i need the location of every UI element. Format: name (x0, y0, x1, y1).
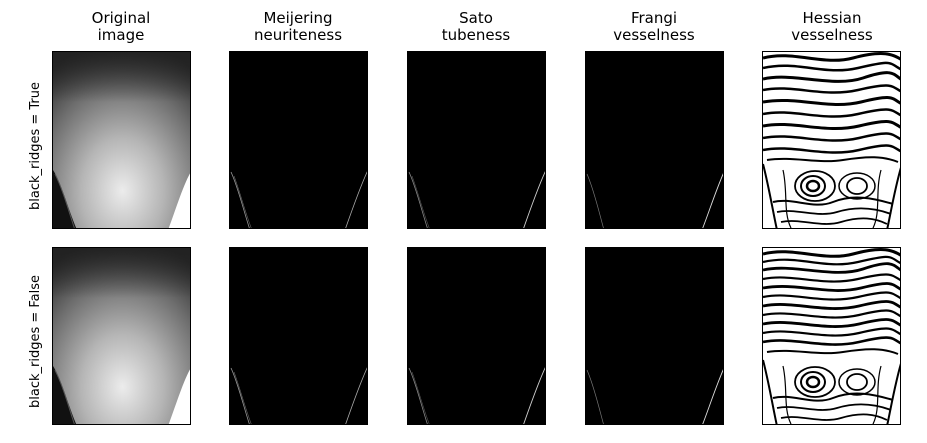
panel-original-black-ridges-false (52, 247, 191, 425)
panel-frangi-black-ridges-false (585, 247, 724, 425)
column-title-sato: Sato tubeness (441, 9, 511, 44)
column-title-meijering: Meijering neuriteness (253, 9, 343, 44)
panel-frangi-black-ridges-true (585, 51, 724, 229)
row-label-black-ridges-true: black_ridges = True (28, 81, 43, 210)
column-title-frangi: Frangi vesselness (613, 9, 695, 44)
panel-meijering-black-ridges-false (229, 247, 368, 425)
column-title-hessian: Hessian vesselness (791, 9, 873, 44)
row-label-black-ridges-false: black_ridges = False (28, 274, 43, 408)
panel-hessian-black-ridges-false (762, 247, 901, 425)
panel-sato-black-ridges-false (407, 247, 546, 425)
column-title-original: Original image (91, 9, 151, 44)
panel-hessian-black-ridges-true (762, 51, 901, 229)
panel-meijering-black-ridges-true (229, 51, 368, 229)
panel-original-black-ridges-true (52, 51, 191, 229)
panel-sato-black-ridges-true (407, 51, 546, 229)
